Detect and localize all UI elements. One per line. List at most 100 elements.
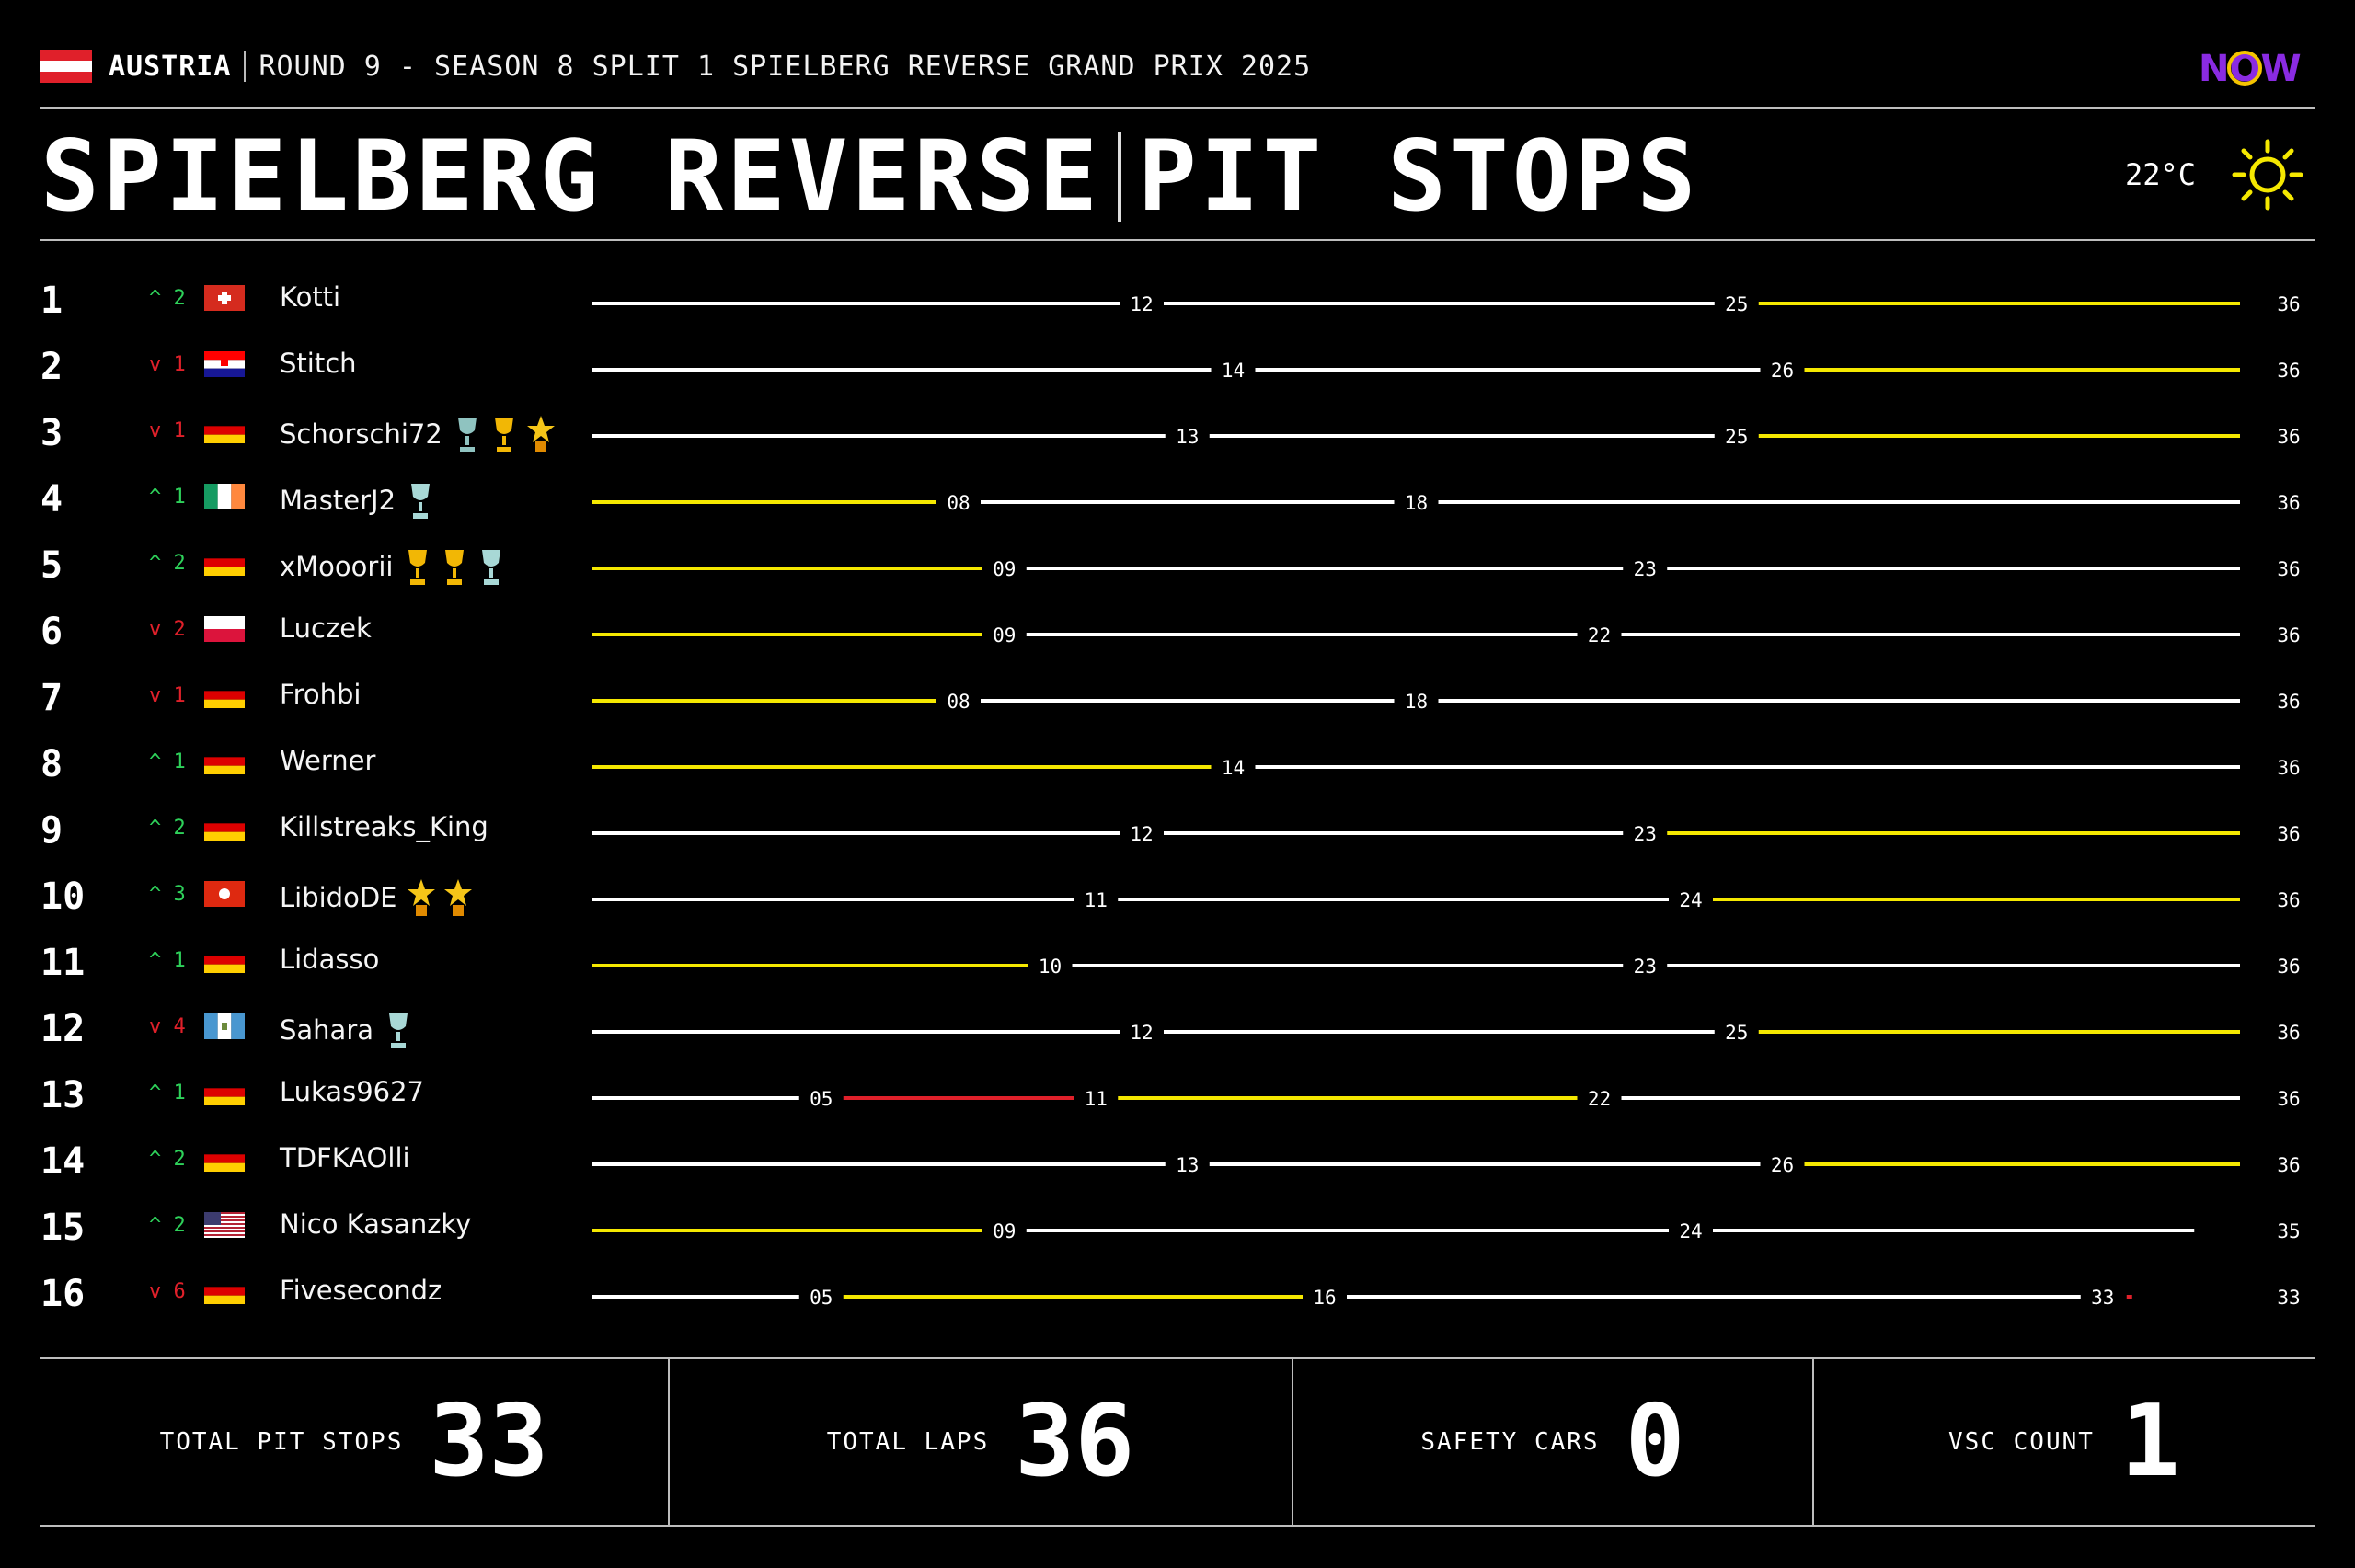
pit-stop-lap-label: 22: [1588, 1088, 1611, 1110]
stat-label: SAFETY CARS: [1420, 1428, 1600, 1456]
pit-stop-lap-label: 05: [810, 1088, 833, 1110]
pit-stop-lap-label: 24: [1679, 1220, 1702, 1242]
table-row: 1 ^ 2 Kotti 12 25 36: [0, 272, 2355, 338]
position-change: v 6: [149, 1280, 186, 1303]
pit-stop-lap-label: 13: [1176, 1154, 1199, 1176]
flag-hk-icon: [204, 881, 245, 907]
stat-vsc-count: VSC COUNT 1: [1814, 1359, 2315, 1525]
stat-value: 0: [1625, 1384, 1685, 1499]
driver-name: Stitch: [280, 348, 357, 379]
pit-stop-lap-label: 25: [1725, 1022, 1748, 1044]
stat-label: TOTAL PIT STOPS: [159, 1428, 404, 1456]
stint-timeline: 10 23 36: [592, 956, 2301, 978]
final-lap-label: 36: [2277, 889, 2300, 911]
driver-name-cell: Lidasso: [280, 944, 379, 975]
stint-timeline: 13 25 36: [592, 426, 2301, 448]
flag-de-icon: [204, 1146, 245, 1172]
divider: [244, 51, 247, 82]
table-row: 3 v 1 Schorschi72 13 25 36: [0, 405, 2355, 471]
silver-cup-icon: [482, 550, 501, 585]
flag-ie-icon: [204, 484, 245, 509]
pit-stop-lap-label: 14: [1222, 757, 1245, 779]
final-lap-label: 36: [2277, 492, 2300, 514]
gold-cup-icon: [445, 550, 465, 585]
position: 2: [40, 346, 63, 388]
driver-name: Kotti: [280, 281, 341, 313]
pit-stop-lap-label: 14: [1222, 360, 1245, 382]
driver-name: Lukas9627: [280, 1076, 424, 1107]
flag-de-icon: [204, 947, 245, 973]
table-row: 10 ^ 3 LibidoDE 11 24 36: [0, 868, 2355, 934]
pit-stop-lap-label: 16: [1313, 1287, 1336, 1309]
position: 4: [40, 478, 63, 521]
stint-timeline: 09 23 36: [592, 558, 2301, 580]
stats-bar: TOTAL PIT STOPS 33 TOTAL LAPS 36 SAFETY …: [40, 1357, 2315, 1527]
flag-pl-icon: [204, 616, 245, 642]
position: 14: [40, 1140, 86, 1183]
position-change: ^ 1: [149, 949, 186, 972]
driver-name-cell: Werner: [280, 745, 375, 776]
stat-value: 1: [2120, 1384, 2180, 1499]
stat-safety-cars: SAFETY CARS 0: [1293, 1359, 1814, 1525]
stint-timeline: 14 26 36: [592, 360, 2301, 382]
gold-cup-icon: [408, 550, 428, 585]
stint-timeline: 12 25 36: [592, 1022, 2301, 1044]
position: 10: [40, 876, 86, 918]
driver-name-cell: Killstreaks_King: [280, 811, 488, 842]
now-logo: NOW: [2199, 40, 2309, 92]
stat-total-laps: TOTAL LAPS 36: [670, 1359, 1293, 1525]
driver-name-cell: Frohbi: [280, 679, 361, 710]
pit-stop-lap-label: 25: [1725, 293, 1748, 315]
position: 12: [40, 1008, 86, 1050]
position-change: ^ 1: [149, 750, 186, 773]
stint-timeline: 05 11 22 36: [592, 1088, 2301, 1110]
stat-total-pit-stops: TOTAL PIT STOPS 33: [40, 1359, 670, 1525]
driver-name: Schorschi72: [280, 418, 442, 450]
stat-label: VSC COUNT: [1948, 1428, 2095, 1456]
stat-value: 36: [1015, 1384, 1135, 1499]
flag-de-icon: [204, 749, 245, 774]
position-change: ^ 3: [149, 883, 186, 906]
pit-stop-lap-label: 23: [1634, 823, 1657, 845]
pit-stop-lap-label: 12: [1130, 823, 1153, 845]
trophies: [402, 546, 507, 587]
driver-name-cell: Stitch: [280, 348, 357, 379]
position-change: ^ 2: [149, 817, 186, 840]
trophies: [405, 480, 436, 521]
divider: [40, 107, 2315, 109]
table-row: 11 ^ 1 Lidasso 10 23 36: [0, 934, 2355, 1001]
table-row: 2 v 1 Stitch 14 26 36: [0, 338, 2355, 405]
position-change: v 4: [149, 1015, 186, 1038]
track-title: SPIELBERG REVERSE: [40, 120, 1101, 233]
driver-name-cell: LibidoDE: [280, 877, 474, 918]
position-change: ^ 2: [149, 287, 186, 310]
pit-stop-lap-label: 09: [993, 624, 1016, 647]
pit-stop-lap-label: 09: [993, 558, 1016, 580]
flag-us-icon: [204, 1212, 245, 1238]
final-lap-label: 35: [2277, 1220, 2300, 1242]
pit-stop-lap-label: 11: [1085, 1088, 1108, 1110]
driver-name: Luczek: [280, 612, 372, 644]
driver-name: Lidasso: [280, 944, 380, 975]
position: 1: [40, 280, 63, 322]
pit-stop-lap-label: 09: [993, 1220, 1016, 1242]
trophies: [452, 414, 557, 454]
table-row: 12 v 4 Sahara 12 25 36: [0, 1001, 2355, 1067]
position: 6: [40, 611, 63, 653]
driver-name-cell: Schorschi72: [280, 414, 557, 454]
table-row: 15 ^ 2 Nico Kasanzky 09 24 35: [0, 1199, 2355, 1265]
position-change: v 1: [149, 684, 186, 707]
position: 9: [40, 809, 63, 852]
position-change: ^ 2: [149, 552, 186, 575]
final-lap-label: 36: [2277, 624, 2300, 647]
silver-cup-icon: [411, 484, 431, 519]
table-row: 9 ^ 2 Killstreaks_King 12 23 36: [0, 802, 2355, 868]
flag-hr-icon: [204, 351, 245, 377]
table-row: 7 v 1 Frohbi 08 18 36: [0, 670, 2355, 736]
flag-de-icon: [204, 682, 245, 708]
position: 11: [40, 942, 86, 984]
page-title: SPIELBERG REVERSE PIT STOPS: [40, 121, 1699, 232]
final-lap-label: 36: [2277, 558, 2300, 580]
flag-de-icon: [204, 550, 245, 576]
stint-timeline: 08 18 36: [592, 492, 2301, 514]
